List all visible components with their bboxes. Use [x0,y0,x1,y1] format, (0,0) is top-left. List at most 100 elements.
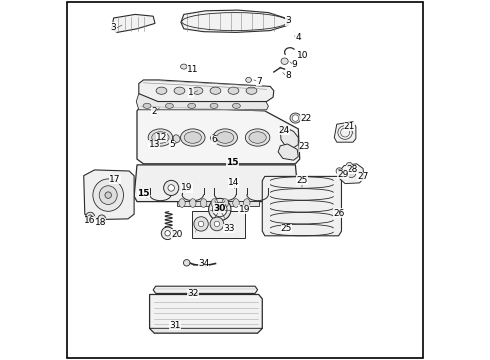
Ellipse shape [99,186,117,204]
Ellipse shape [233,199,239,207]
Ellipse shape [211,199,218,207]
Text: 31: 31 [169,321,180,330]
Text: 2: 2 [151,107,157,116]
Text: 25: 25 [281,224,292,233]
Polygon shape [149,328,262,333]
Text: 11: 11 [187,65,198,74]
Bar [176,201,259,206]
Ellipse shape [246,87,257,94]
Polygon shape [262,176,342,236]
Text: 1: 1 [188,89,194,98]
Polygon shape [153,286,258,293]
Text: 20: 20 [171,230,182,239]
Text: 28: 28 [346,165,358,174]
Ellipse shape [161,227,174,240]
Text: 17: 17 [109,175,121,184]
Polygon shape [112,14,155,32]
Ellipse shape [156,87,167,94]
Text: 25: 25 [296,176,308,185]
Text: 15: 15 [137,189,150,198]
Polygon shape [334,122,356,142]
Ellipse shape [180,64,187,69]
Text: 24: 24 [278,126,290,135]
Bar [192,211,245,238]
Ellipse shape [222,199,228,207]
Ellipse shape [347,170,356,177]
Text: 27: 27 [357,172,369,181]
Ellipse shape [213,202,227,217]
Ellipse shape [210,103,218,108]
Ellipse shape [245,129,270,146]
Ellipse shape [192,87,203,94]
Text: 5: 5 [170,140,175,149]
Text: 19: 19 [239,205,250,214]
Ellipse shape [164,180,179,195]
Ellipse shape [290,113,301,123]
Text: 10: 10 [297,51,308,60]
Text: 6: 6 [212,135,217,144]
Polygon shape [278,144,298,160]
Polygon shape [134,165,298,202]
Ellipse shape [292,115,298,121]
Ellipse shape [93,179,123,211]
Ellipse shape [105,192,111,198]
Ellipse shape [166,103,173,108]
Text: 23: 23 [299,143,310,152]
Text: 33: 33 [223,224,235,233]
Text: 4: 4 [295,33,301,42]
Text: 22: 22 [300,114,312,122]
Ellipse shape [98,215,106,223]
Text: 29: 29 [337,170,348,179]
Polygon shape [149,294,262,333]
Ellipse shape [183,260,190,266]
Text: 14: 14 [228,179,239,188]
Text: 30: 30 [213,204,225,212]
Ellipse shape [217,207,222,212]
Ellipse shape [192,135,199,143]
Ellipse shape [88,215,92,219]
Ellipse shape [228,87,239,94]
Ellipse shape [244,199,250,207]
Ellipse shape [179,199,185,207]
Ellipse shape [346,162,352,167]
Ellipse shape [214,221,220,227]
Polygon shape [339,164,364,184]
Ellipse shape [232,103,240,108]
Text: 34: 34 [198,259,209,268]
Ellipse shape [174,87,185,94]
Ellipse shape [152,132,169,143]
Text: 12: 12 [156,133,167,142]
Text: 9: 9 [292,60,297,69]
Ellipse shape [184,132,201,143]
Polygon shape [181,10,288,32]
Polygon shape [136,94,269,110]
Ellipse shape [188,103,196,108]
Text: 8: 8 [285,71,291,80]
Ellipse shape [173,135,180,143]
Text: 19: 19 [181,184,193,193]
Ellipse shape [281,58,288,64]
Polygon shape [84,170,134,220]
Text: 13: 13 [148,140,160,149]
Text: 15: 15 [226,158,239,167]
Ellipse shape [190,199,196,207]
Ellipse shape [210,217,224,231]
Polygon shape [280,127,298,148]
Text: 3: 3 [285,17,291,26]
Polygon shape [137,106,300,164]
Ellipse shape [213,129,238,146]
Text: 16: 16 [84,216,95,225]
Ellipse shape [194,217,208,231]
Ellipse shape [86,212,95,221]
Text: 26: 26 [334,209,345,217]
Ellipse shape [211,135,218,143]
Ellipse shape [148,129,172,146]
Ellipse shape [209,198,231,221]
Text: 7: 7 [256,77,262,86]
Text: 21: 21 [343,122,355,131]
Ellipse shape [336,168,343,174]
Ellipse shape [210,87,221,94]
Ellipse shape [143,103,151,108]
Ellipse shape [217,132,234,143]
Polygon shape [139,80,274,102]
